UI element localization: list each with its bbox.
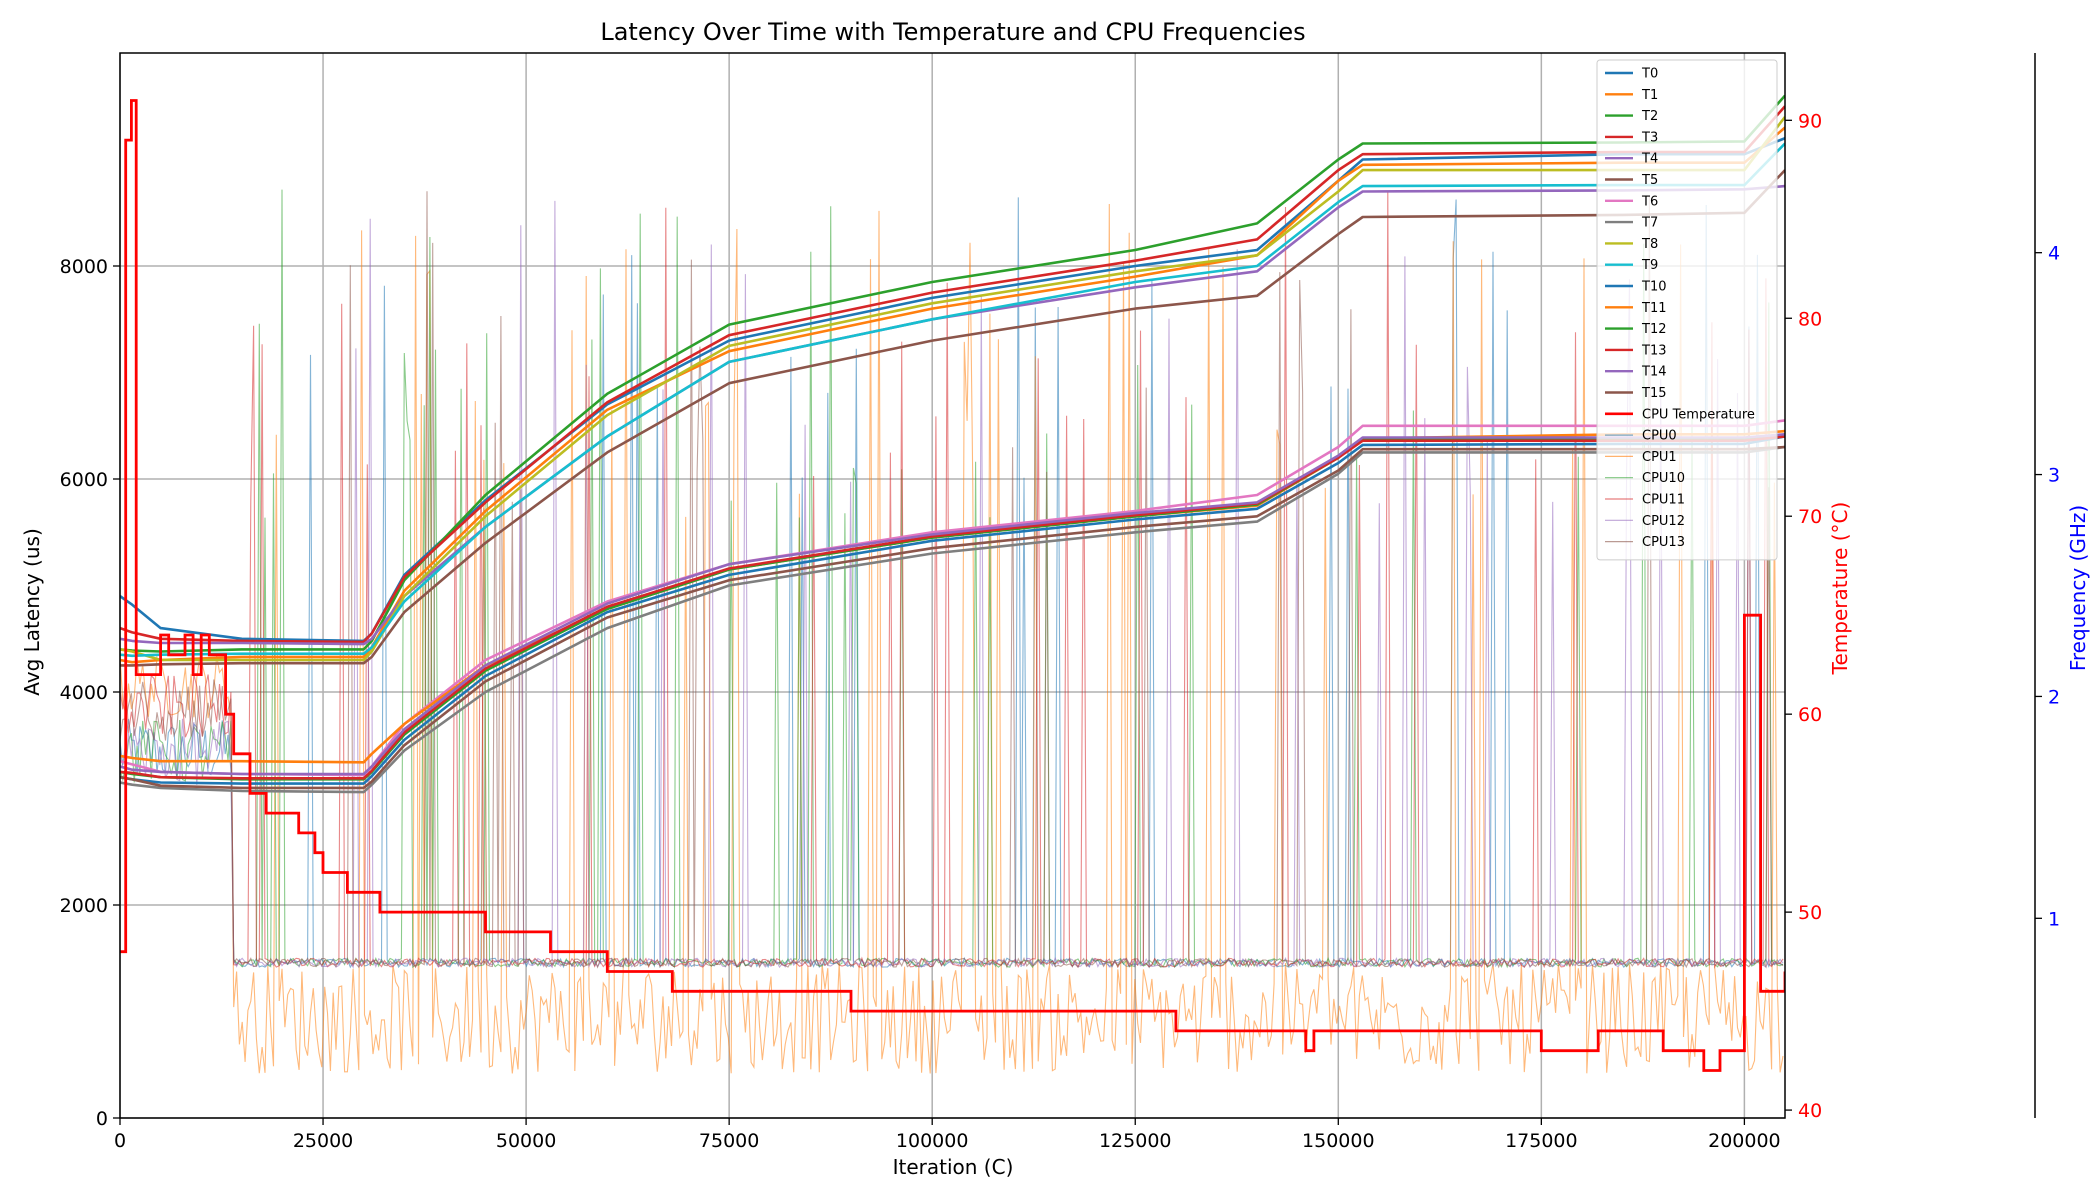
y2-tick-label: 80: [1798, 308, 1822, 330]
x-tick-label: 0: [114, 1130, 126, 1152]
cpu-series-CPU12: [120, 200, 1784, 969]
chart-title: Latency Over Time with Temperature and C…: [600, 18, 1305, 46]
temperature-series: [120, 99, 1785, 1072]
legend-label: T8: [1641, 237, 1658, 252]
y2-tick-label: 40: [1798, 1100, 1822, 1122]
latency-series-T3: [120, 105, 1785, 644]
legend-label: CPU10: [1642, 471, 1685, 486]
x-tick-label: 200000: [1708, 1130, 1781, 1152]
x-axis-label: Iteration (C): [893, 1155, 1014, 1179]
legend-label: T2: [1641, 109, 1658, 124]
legend-label: T11: [1641, 301, 1666, 316]
legend-label: T9: [1641, 258, 1658, 273]
legend-label: T13: [1641, 343, 1666, 358]
latency-series-T5: [120, 169, 1785, 667]
legend-label: CPU1: [1642, 450, 1677, 465]
legend-box: [1596, 59, 1778, 561]
y-axis-temperature: 40 50 60 70 80 90: [1785, 110, 1822, 1122]
y-axis-latency: 0 2000 4000 6000 8000: [60, 256, 120, 1130]
y2-tick-label: 50: [1798, 902, 1822, 924]
latency-series-T8: [120, 116, 1785, 662]
y-tick-label: 0: [96, 1108, 108, 1130]
y-axis-label: Avg Latency (us): [20, 528, 44, 696]
y3-tick-label: 4: [2048, 243, 2060, 265]
legend-label: T5: [1641, 173, 1658, 188]
y3-tick-label: 3: [2048, 465, 2060, 487]
y2-tick-label: 90: [1798, 110, 1822, 132]
cpu-frequency-series: [120, 189, 1784, 1074]
temperature-line: [120, 99, 1785, 1072]
latency-series-T10: [120, 435, 1785, 785]
legend-label: T0: [1641, 67, 1658, 82]
legend-label: CPU13: [1642, 535, 1685, 550]
y3-axis-label: Frequency (GHz): [2066, 505, 2090, 671]
plot-frame: [119, 52, 1786, 1119]
latency-series: [120, 94, 1785, 794]
legend-label: T6: [1641, 194, 1658, 209]
latency-series-T9: [120, 142, 1785, 658]
y-tick-label: 2000: [60, 895, 108, 917]
x-tick-label: 100000: [896, 1130, 969, 1152]
cpu-series-CPU13: [120, 191, 1784, 969]
legend-label: CPU0: [1642, 429, 1677, 444]
latency-series-T15: [120, 445, 1785, 790]
legend-label: T4: [1641, 152, 1658, 167]
x-tick-label: 125000: [1099, 1130, 1172, 1152]
legend-label: T10: [1641, 280, 1666, 295]
legend-label: T15: [1641, 386, 1666, 401]
y-tick-label: 6000: [60, 469, 108, 491]
latency-series-T0: [120, 136, 1785, 643]
legend-label: T7: [1641, 216, 1658, 231]
legend-label: T14: [1641, 365, 1666, 380]
cpu-series-CPU1: [120, 203, 1784, 1074]
legend-label: T1: [1641, 88, 1658, 103]
legend-label: CPU Temperature: [1642, 407, 1755, 422]
latency-series-T7: [120, 445, 1785, 794]
x-tick-label: 75000: [699, 1130, 759, 1152]
y3-tick-label: 1: [2048, 908, 2060, 930]
x-axis: 0 25000 50000 75000 100000 125000 150000 175000…: [114, 1118, 1781, 1152]
y-tick-label: 4000: [60, 682, 108, 704]
y3-tick-label: 2: [2048, 686, 2060, 708]
x-tick-label: 25000: [293, 1130, 353, 1152]
y2-tick-label: 60: [1798, 704, 1822, 726]
y-tick-label: 8000: [60, 256, 108, 278]
y-axis-frequency: 1 2 3 4: [2034, 53, 2060, 1118]
latency-series-T13: [120, 435, 1785, 780]
legend-label: T12: [1641, 322, 1666, 337]
legend-label: CPU11: [1642, 493, 1685, 508]
legend-label: CPU12: [1642, 514, 1685, 529]
x-tick-label: 150000: [1302, 1130, 1375, 1152]
x-tick-label: 50000: [496, 1130, 556, 1152]
latency-series-T14: [120, 433, 1785, 776]
legend-label: T3: [1641, 130, 1658, 145]
legend: T0 T1 T2 T3 T4 T5 T6 T7 T8 T9 T10 T11 T12 T13 T14 T15 CP…: [1596, 59, 1778, 561]
y2-axis-label: Temperature (°C): [1828, 502, 1852, 676]
latency-series-T2: [120, 94, 1785, 653]
x-tick-label: 175000: [1505, 1130, 1578, 1152]
y2-tick-label: 70: [1798, 506, 1822, 528]
